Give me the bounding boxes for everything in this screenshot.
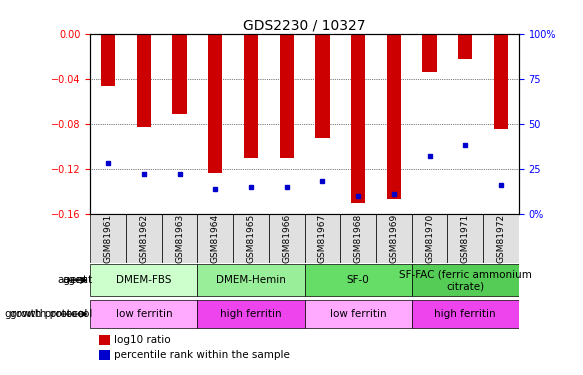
Bar — [280, 34, 294, 158]
Bar — [387, 34, 401, 199]
Text: GSM81961: GSM81961 — [104, 213, 113, 263]
Text: GSM81962: GSM81962 — [139, 214, 149, 262]
Text: GSM81972: GSM81972 — [497, 214, 505, 262]
FancyBboxPatch shape — [90, 300, 198, 328]
Text: high ferritin: high ferritin — [434, 309, 496, 319]
Bar — [423, 34, 437, 72]
Text: GSM81964: GSM81964 — [211, 214, 220, 262]
Text: GSM81971: GSM81971 — [461, 213, 470, 263]
Text: growth protocol: growth protocol — [5, 309, 87, 319]
FancyBboxPatch shape — [233, 214, 269, 262]
Bar — [99, 335, 110, 345]
FancyBboxPatch shape — [198, 214, 233, 262]
FancyBboxPatch shape — [448, 214, 483, 262]
Text: high ferritin: high ferritin — [220, 309, 282, 319]
Text: GSM81970: GSM81970 — [425, 213, 434, 263]
Text: SF-FAC (ferric ammonium
citrate): SF-FAC (ferric ammonium citrate) — [399, 270, 532, 291]
Bar — [137, 34, 151, 127]
FancyBboxPatch shape — [483, 214, 519, 262]
Text: DMEM-Hemin: DMEM-Hemin — [216, 275, 286, 285]
FancyBboxPatch shape — [126, 214, 161, 262]
Text: GSM81966: GSM81966 — [282, 213, 292, 263]
Text: SF-0: SF-0 — [347, 275, 370, 285]
Text: percentile rank within the sample: percentile rank within the sample — [114, 350, 290, 360]
FancyBboxPatch shape — [304, 300, 412, 328]
FancyBboxPatch shape — [412, 300, 519, 328]
FancyBboxPatch shape — [412, 214, 448, 262]
FancyBboxPatch shape — [376, 214, 412, 262]
Bar — [458, 34, 472, 58]
FancyBboxPatch shape — [198, 264, 304, 296]
Bar — [494, 34, 508, 129]
Title: GDS2230 / 10327: GDS2230 / 10327 — [243, 19, 366, 33]
Bar — [173, 34, 187, 114]
Bar — [208, 34, 223, 173]
FancyBboxPatch shape — [304, 214, 340, 262]
Bar — [351, 34, 366, 203]
FancyBboxPatch shape — [340, 214, 376, 262]
Text: DMEM-FBS: DMEM-FBS — [116, 275, 171, 285]
Text: GSM81968: GSM81968 — [354, 213, 363, 263]
Bar — [99, 350, 110, 360]
Text: low ferritin: low ferritin — [115, 309, 172, 319]
Bar — [101, 34, 115, 86]
Bar — [315, 34, 329, 138]
Text: agent: agent — [62, 275, 92, 285]
Text: log10 ratio: log10 ratio — [114, 335, 171, 345]
Bar — [244, 34, 258, 158]
Text: agent: agent — [57, 275, 87, 285]
FancyBboxPatch shape — [412, 264, 519, 296]
FancyBboxPatch shape — [304, 264, 412, 296]
Text: GSM81969: GSM81969 — [389, 213, 398, 263]
FancyBboxPatch shape — [269, 214, 304, 262]
FancyBboxPatch shape — [90, 214, 126, 262]
Text: GSM81965: GSM81965 — [247, 213, 255, 263]
FancyBboxPatch shape — [90, 264, 198, 296]
FancyBboxPatch shape — [198, 300, 304, 328]
Text: low ferritin: low ferritin — [330, 309, 387, 319]
Text: GSM81963: GSM81963 — [175, 213, 184, 263]
FancyBboxPatch shape — [161, 214, 198, 262]
Text: GSM81967: GSM81967 — [318, 213, 327, 263]
Text: growth protocol: growth protocol — [10, 309, 92, 319]
